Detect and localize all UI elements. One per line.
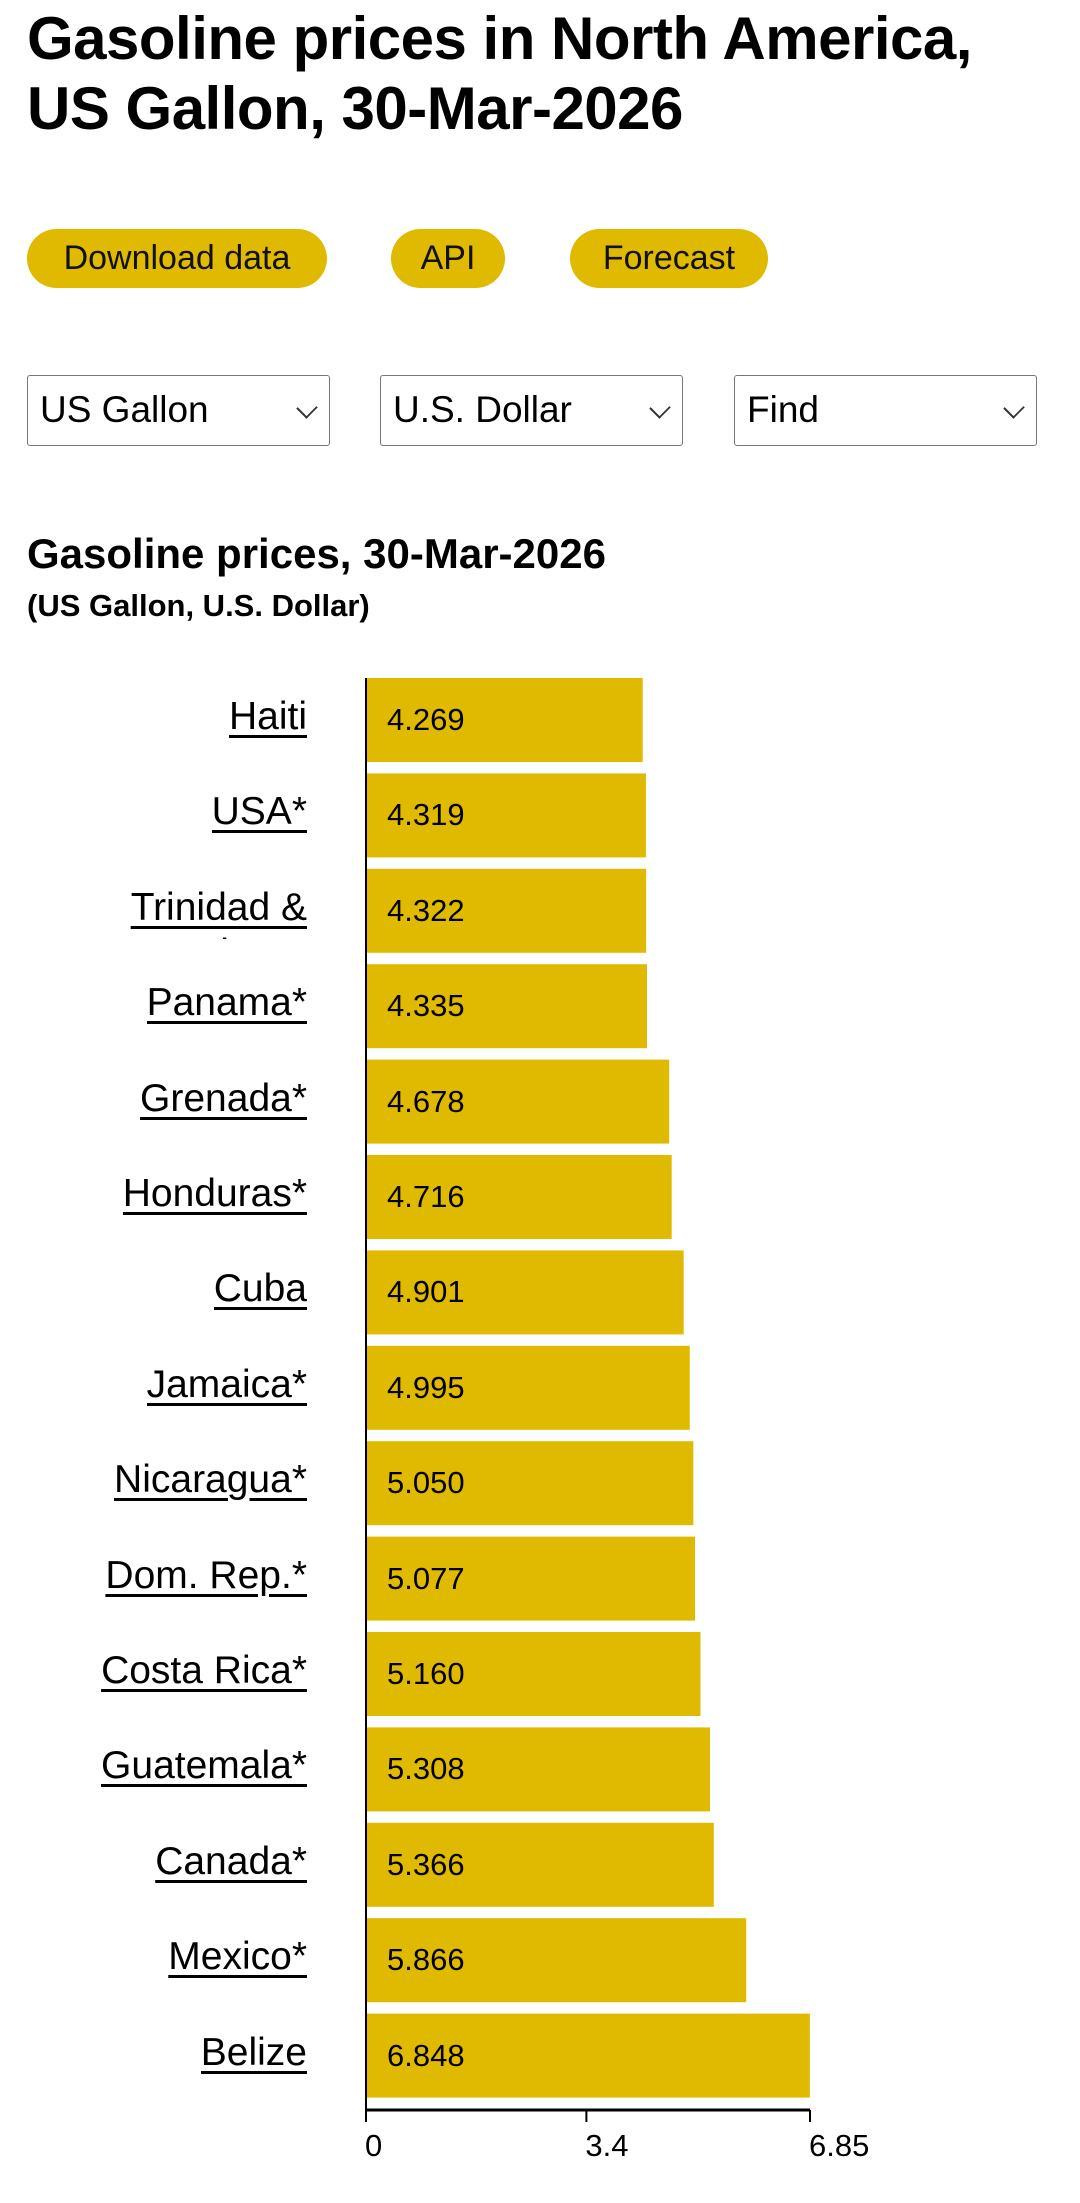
bar bbox=[366, 1918, 747, 2003]
country-link[interactable]: Mexico* bbox=[168, 1935, 307, 1979]
country-link[interactable]: Jamaica* bbox=[146, 1362, 307, 1406]
bar-value-label: 4.901 bbox=[387, 1274, 465, 1310]
x-tick-label: 0 bbox=[365, 2128, 383, 2163]
country-link[interactable]: Costa Rica* bbox=[101, 1649, 307, 1692]
country-link[interactable]: Honduras* bbox=[122, 1172, 307, 1215]
bar-value-label: 4.678 bbox=[387, 1083, 465, 1119]
bar-value-label: 6.848 bbox=[387, 2037, 465, 2073]
title-line-1: Gasoline prices in North America, bbox=[27, 5, 972, 72]
find-select[interactable]: Find bbox=[734, 375, 1037, 446]
chart-subtitle: (US Gallon, U.S. Dollar) bbox=[27, 588, 370, 623]
bar-value-label: 4.269 bbox=[387, 702, 465, 737]
bar-value-label: 5.160 bbox=[387, 1656, 465, 1691]
bar-value-label: 4.335 bbox=[387, 988, 465, 1024]
bar-value-label: 5.308 bbox=[387, 1751, 465, 1787]
country-link[interactable]: Guatemala* bbox=[101, 1744, 307, 1788]
country-link[interactable]: Belize bbox=[200, 2030, 307, 2074]
bar bbox=[366, 964, 647, 1049]
bar bbox=[366, 2013, 810, 2098]
bar-value-label: 5.366 bbox=[387, 1846, 465, 1882]
chart-title: Gasoline prices, 30-Mar-2026 bbox=[27, 530, 606, 577]
bar-value-label: 4.322 bbox=[387, 892, 465, 928]
bar bbox=[366, 868, 647, 953]
bar bbox=[366, 1155, 672, 1239]
country-link[interactable]: Trinidad & Tobago bbox=[130, 885, 307, 939]
country-link[interactable]: Panama* bbox=[146, 981, 307, 1025]
bar-value-label: 5.866 bbox=[387, 1942, 465, 1978]
bar-value-label: 4.319 bbox=[387, 797, 465, 833]
currency-select-value: U.S. Dollar bbox=[393, 389, 572, 430]
bar bbox=[366, 1632, 701, 1716]
download-data-button[interactable]: Download data bbox=[27, 229, 327, 288]
bar-value-label: 4.995 bbox=[387, 1369, 465, 1405]
bar-value-label: 4.716 bbox=[387, 1179, 465, 1214]
unit-select[interactable]: US Gallon bbox=[27, 375, 330, 446]
page-title: Gasoline prices in North America, US Gall… bbox=[27, 4, 1067, 144]
currency-select[interactable]: U.S. Dollar bbox=[380, 375, 683, 446]
country-link[interactable]: Nicaragua* bbox=[114, 1458, 307, 1502]
bar-value-label: 5.077 bbox=[387, 1560, 465, 1596]
title-line-2: US Gallon, 30-Mar-2026 bbox=[27, 75, 683, 142]
country-link[interactable]: Canada* bbox=[155, 1839, 307, 1883]
bar bbox=[366, 678, 643, 762]
api-button[interactable]: API bbox=[391, 229, 505, 288]
find-select-value: Find bbox=[747, 389, 819, 430]
bar-value-label: 5.050 bbox=[387, 1465, 465, 1501]
unit-select-value: US Gallon bbox=[40, 389, 209, 430]
x-tick-label: 3.4 bbox=[585, 2128, 629, 2163]
bar bbox=[366, 1059, 670, 1144]
bar bbox=[366, 1250, 684, 1335]
x-tick-label: 6.85 bbox=[809, 2128, 870, 2163]
bar bbox=[366, 773, 646, 858]
country-link[interactable]: USA* bbox=[211, 790, 307, 834]
bar bbox=[366, 1441, 694, 1526]
bar bbox=[366, 1727, 711, 1812]
country-link[interactable]: Dom. Rep.* bbox=[105, 1553, 307, 1597]
bar bbox=[366, 1345, 690, 1430]
country-link[interactable]: Grenada* bbox=[140, 1076, 307, 1120]
forecast-button[interactable]: Forecast bbox=[570, 229, 768, 288]
country-link[interactable]: Haiti bbox=[228, 695, 307, 738]
bar bbox=[366, 1536, 696, 1621]
bar bbox=[366, 1822, 714, 1907]
country-link[interactable]: Cuba bbox=[213, 1267, 307, 1311]
